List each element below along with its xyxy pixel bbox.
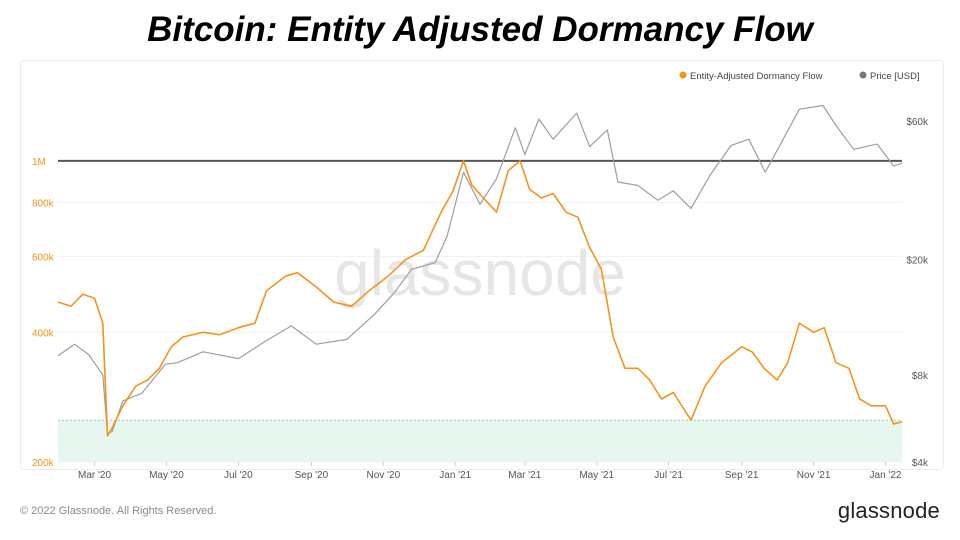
y-left-tick-label: 400k bbox=[32, 328, 55, 339]
x-tick-label: Nov '21 bbox=[797, 470, 831, 481]
price-series-line bbox=[57, 104, 903, 435]
x-tick-label: May '21 bbox=[579, 470, 614, 481]
x-tick-label: Sep '20 bbox=[295, 470, 329, 481]
x-tick-label: Jan '21 bbox=[439, 470, 471, 481]
legend-label-flow: Entity-Adjusted Dormancy Flow bbox=[690, 71, 823, 82]
dormancy-flow-series-line bbox=[57, 160, 903, 437]
x-tick-label: Sep '21 bbox=[725, 470, 759, 481]
x-tick-label: Nov '20 bbox=[367, 470, 401, 481]
y-left-tick-label: 1M bbox=[32, 157, 46, 168]
legend-label-price: Price [USD] bbox=[870, 71, 920, 82]
x-tick-label: Jan '22 bbox=[870, 470, 902, 481]
legend-dot-price bbox=[859, 71, 867, 79]
watermark: glassnode bbox=[334, 237, 626, 309]
legend-dot-flow bbox=[679, 71, 687, 79]
x-tick-label: May '20 bbox=[149, 470, 184, 481]
buy-zone-band bbox=[58, 420, 902, 462]
y-right-tick-label: $20k bbox=[906, 255, 929, 266]
chart-title: Bitcoin: Entity Adjusted Dormancy Flow bbox=[147, 10, 813, 49]
y-left-tick-label: 600k bbox=[32, 252, 55, 263]
x-tick-label: Mar '20 bbox=[78, 470, 111, 481]
glassnode-logo: glassnode bbox=[837, 498, 940, 523]
y-right-tick-label: $8k bbox=[912, 371, 929, 382]
x-tick-label: Jul '21 bbox=[654, 470, 683, 481]
copyright-text: © 2022 Glassnode. All Rights Reserved. bbox=[20, 505, 217, 517]
x-tick-label: Jul '20 bbox=[224, 470, 253, 481]
y-left-tick-label: 200k bbox=[32, 458, 55, 469]
y-right-tick-label: $4k bbox=[912, 458, 929, 469]
y-right-tick-label: $60k bbox=[906, 117, 929, 128]
x-tick-label: Mar '21 bbox=[508, 470, 541, 481]
y-left-tick-label: 800k bbox=[32, 199, 55, 210]
chart-card bbox=[20, 60, 944, 470]
